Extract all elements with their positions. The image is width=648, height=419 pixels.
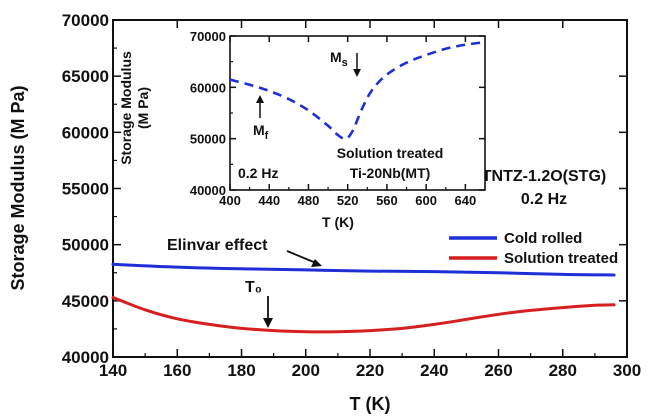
inset-y-axis-title-line2: (M Pa)	[135, 87, 151, 129]
main-x-tick-label: 220	[356, 361, 384, 380]
inset-y-axis-title-line1: Storage Modulus	[118, 51, 134, 165]
main-y-tick-label: 60000	[62, 123, 109, 142]
inset-x-tick-label: 400	[219, 193, 241, 208]
main-y-tick-label: 65000	[62, 67, 109, 86]
main-y-axis-title: Storage Modulus (M Pa)	[8, 85, 28, 290]
sample-label: TNTZ-1.2O(STG)	[482, 168, 606, 185]
inset-annotations: Mf Ms 0.2 Hz Solution treated Ti-20Nb(MT…	[238, 49, 443, 181]
inset-x-tick-label: 640	[455, 193, 477, 208]
inset-x-tick-label: 520	[337, 193, 359, 208]
main-x-tick-label: 280	[549, 361, 577, 380]
main-x-axis-title: T (K)	[350, 394, 391, 414]
ms-label: Ms	[330, 49, 348, 69]
main-y-tick-label: 45000	[62, 292, 109, 311]
legend-label-cold-rolled: Cold rolled	[504, 230, 582, 247]
main-y-tick-label: 55000	[62, 180, 109, 199]
series-line-cold-rolled	[111, 262, 616, 277]
elinvar-arrow-head	[311, 259, 322, 267]
main-x-tick-label: 160	[163, 361, 191, 380]
legend: Cold rolled Solution treated	[449, 230, 618, 267]
inset-y-tick-label: 60000	[190, 80, 226, 95]
t0-arrow-head	[263, 318, 273, 328]
inset-sample-line2: Ti-20Nb(MT)	[350, 165, 431, 181]
ms-label-main: M	[330, 49, 342, 65]
inset-sample-line1: Solution treated	[337, 145, 444, 161]
mf-label-sub: f	[265, 130, 269, 142]
main-annotations: Elinvar effect T₀ TNTZ-1.2O(STG) 0.2 Hz	[167, 168, 606, 328]
main-x-tick-label: 300	[613, 361, 641, 380]
t0-label: T₀	[245, 279, 262, 296]
main-x-tick-label: 260	[484, 361, 512, 380]
inset-x-axis-title: T (K)	[322, 214, 354, 230]
inset-y-tick-label: 70000	[190, 29, 226, 44]
main-x-tick-label: 140	[99, 361, 127, 380]
main-plot: T (K) Storage Modulus (M Pa) 140 160 180 20…	[8, 11, 641, 414]
inset-series-line	[229, 40, 486, 141]
elinvar-arrow-line	[286, 250, 317, 264]
inset-x-tick-label: 440	[258, 193, 280, 208]
main-y-tick-label: 50000	[62, 236, 109, 255]
main-x-tick-label: 240	[420, 361, 448, 380]
elinvar-label: Elinvar effect	[167, 237, 268, 254]
inset-y-tick-label: 50000	[190, 132, 226, 147]
inset-x-tick-label: 480	[298, 193, 320, 208]
main-y-tick-label: 40000	[62, 348, 109, 367]
legend-label-solution-treated: Solution treated	[504, 250, 618, 267]
inset-y-tick-label: 40000	[190, 183, 226, 198]
inset-x-tick-label: 600	[415, 193, 437, 208]
mf-label: Mf	[253, 122, 269, 142]
inset-plot: T (K) Storage Modulus (M Pa) 400 440 480 52…	[118, 29, 486, 230]
mf-label-main: M	[253, 122, 265, 138]
frequency-label: 0.2 Hz	[521, 191, 567, 208]
inset-x-tick-label: 560	[376, 193, 398, 208]
mf-arrow-head	[256, 95, 264, 103]
ms-label-sub: s	[342, 57, 348, 69]
series-line-solution-treated	[111, 296, 616, 334]
inset-frequency-label: 0.2 Hz	[238, 165, 278, 181]
ms-arrow-head	[353, 69, 361, 77]
main-x-tick-label: 180	[227, 361, 255, 380]
main-y-tick-label: 70000	[62, 11, 109, 30]
main-x-tick-label: 200	[292, 361, 320, 380]
